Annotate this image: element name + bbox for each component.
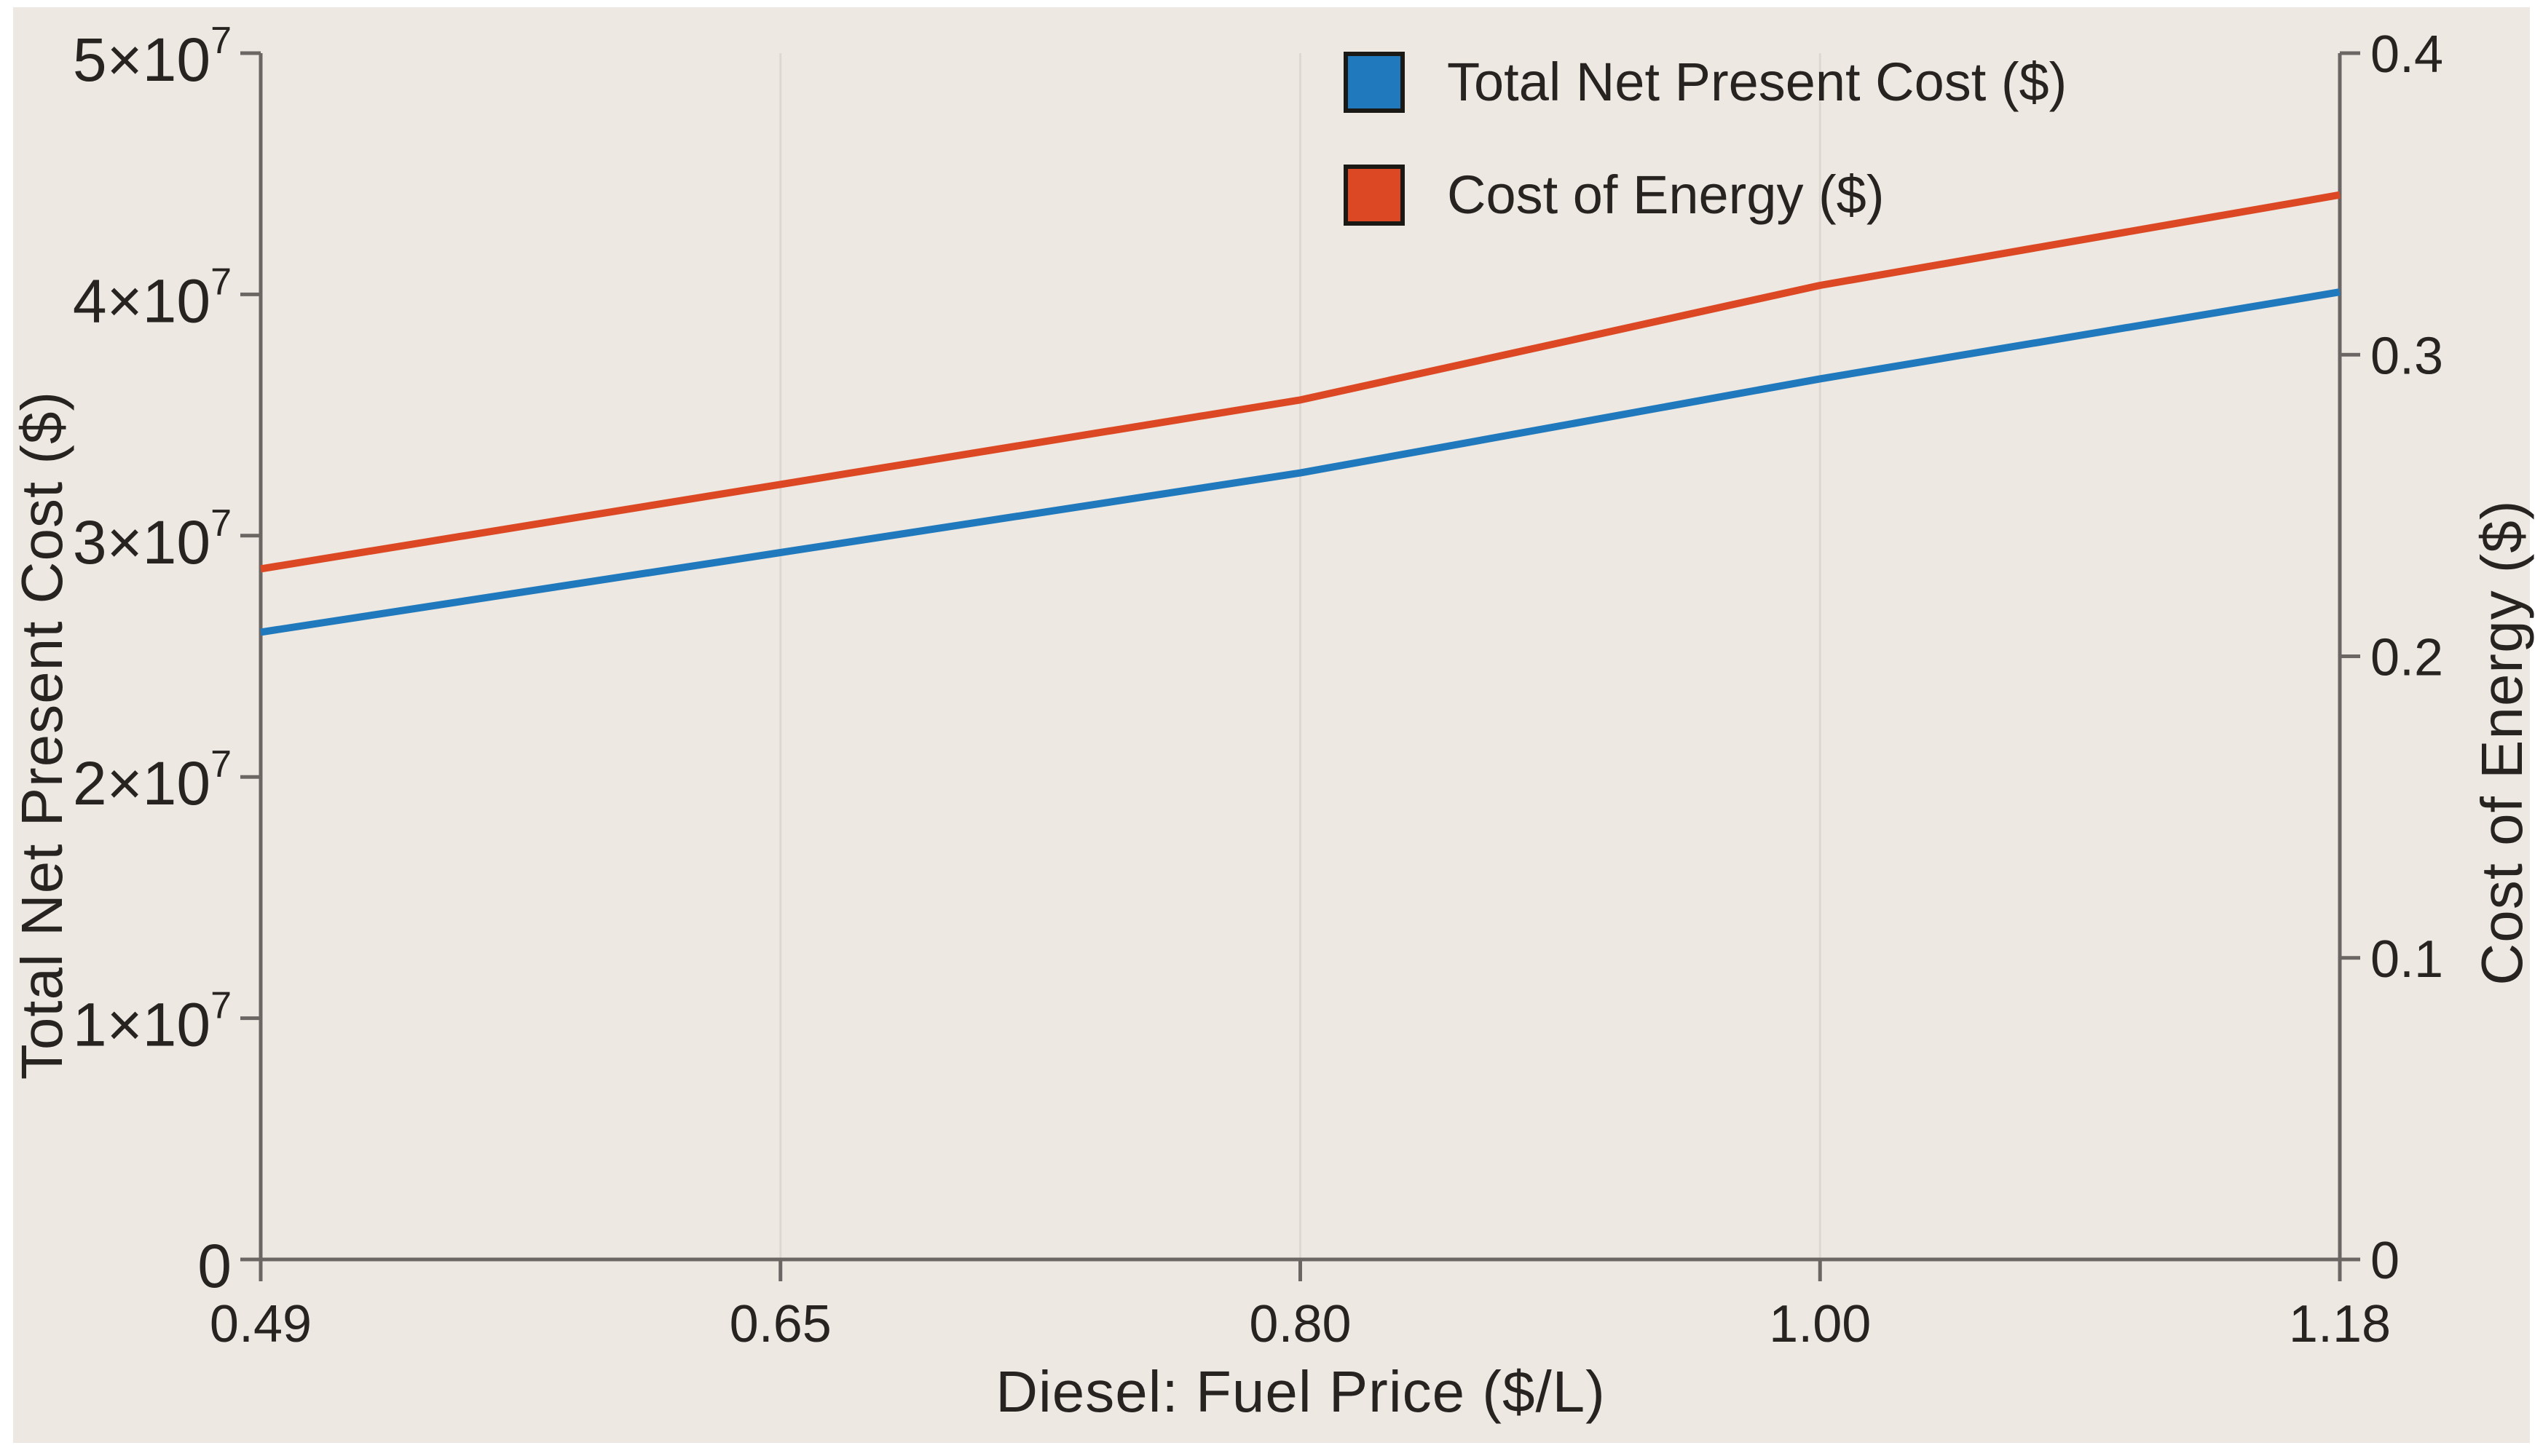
series-line-total-npc: [260, 288, 2341, 636]
right-tick-label: 0.3: [2370, 327, 2443, 385]
left-tick-label: 0: [197, 1232, 232, 1300]
legend: Total Net Present Cost ($) Cost of Energ…: [1344, 51, 2067, 277]
legend-label-coe: Cost of Energy ($): [1447, 165, 1885, 225]
series-line-coe: [260, 191, 2341, 573]
series-lines: [260, 191, 2341, 636]
left-tick-label: 2×107: [73, 743, 232, 818]
left-tick-label: 3×107: [73, 502, 232, 577]
axes: [240, 51, 2360, 1281]
x-tick-label: 0.80: [1249, 1295, 1351, 1353]
legend-swatch-coe: [1344, 164, 1405, 226]
left-tick-label: 4×107: [73, 261, 232, 335]
right-tick-label: 0.4: [2370, 25, 2443, 84]
right-tick-label: 0: [2370, 1232, 2400, 1290]
legend-entry-total-npc: Total Net Present Cost ($): [1344, 51, 2067, 113]
left-tick-label: 1×107: [73, 985, 232, 1059]
x-axis-title: Diesel: Fuel Price ($/L): [995, 1359, 1606, 1424]
left-axis-title: Total Net Present Cost ($): [9, 390, 74, 1080]
legend-label-total-npc: Total Net Present Cost ($): [1447, 52, 2067, 112]
x-tick-label: 1.18: [2289, 1295, 2391, 1353]
x-tick-label: 0.49: [210, 1295, 312, 1353]
x-tick-label: 1.00: [1769, 1295, 1871, 1353]
left-tick-label: 5×107: [73, 20, 232, 94]
legend-swatch-total-npc: [1344, 51, 1405, 113]
right-tick-label: 0.2: [2370, 629, 2443, 687]
x-tick-label: 0.65: [730, 1295, 832, 1353]
right-axis-title: Cost of Energy ($): [2469, 499, 2534, 986]
right-tick-label: 0.1: [2370, 930, 2443, 989]
tick-labels: 0 1×107 2×107 3×107 4×107 5×107 0 0.1 0.2 0.3 0.4 0…: [73, 20, 2443, 1353]
chart-panel: [13, 7, 2530, 1443]
gridlines: [779, 53, 1821, 1259]
legend-entry-coe: Cost of Energy ($): [1344, 164, 2067, 226]
